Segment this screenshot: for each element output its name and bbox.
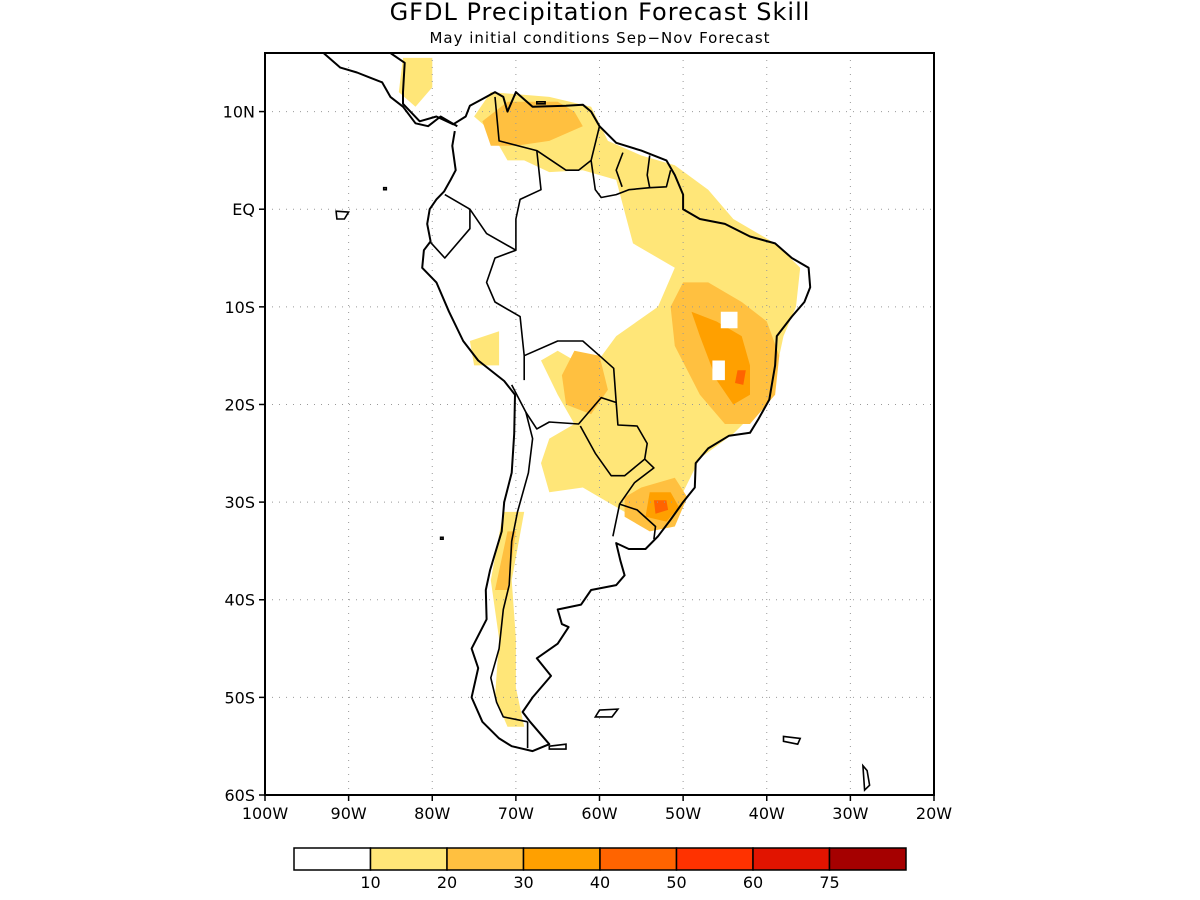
- island-5: [439, 536, 444, 540]
- lon-tick-label: 50W: [665, 804, 701, 823]
- skill-region-7: [561, 350, 608, 415]
- country-border-4: [490, 384, 534, 723]
- lat-tick-label: 40S: [224, 591, 255, 610]
- country-border-8: [612, 458, 655, 537]
- coastline: [360, 53, 812, 753]
- island-6: [548, 743, 567, 750]
- colorbar-label: 60: [743, 873, 763, 892]
- island-9: [536, 101, 546, 105]
- skill-region-14: [720, 311, 738, 329]
- skill-region-15: [712, 360, 725, 381]
- lat-tick-label: 30S: [224, 493, 255, 512]
- country-border-10: [590, 126, 672, 199]
- skill-region-12: [653, 500, 669, 514]
- lat-tick-label: EQ: [232, 200, 255, 219]
- island-2: [782, 735, 802, 746]
- coastline-central-america: [315, 53, 458, 128]
- colorbar-swatch-3: [446, 847, 525, 871]
- lon-tick-label: 60W: [581, 804, 617, 823]
- island-3: [335, 210, 350, 220]
- country-border-2: [444, 193, 517, 251]
- lat-tick-label: 10N: [223, 103, 255, 122]
- country-border-3: [430, 209, 471, 259]
- skill-region-5: [482, 101, 583, 146]
- colorbar-swatch-6: [675, 847, 754, 871]
- lon-tick-label: 40W: [749, 804, 785, 823]
- map-subtitle: May initial conditions Sep−Nov Forecast: [429, 29, 771, 47]
- colorbar-label: 50: [666, 873, 686, 892]
- country-border-9: [619, 503, 657, 540]
- colorbar-swatch-8: [828, 847, 907, 871]
- colorbar-label: 10: [360, 873, 380, 892]
- lat-tick-label: 50S: [224, 688, 255, 707]
- lon-tick-label: 20W: [916, 804, 952, 823]
- map-title: GFDL Precipitation Forecast Skill: [389, 0, 811, 26]
- country-border-12: [646, 155, 651, 188]
- skill-region-1: [474, 92, 801, 527]
- lat-tick-label: 10S: [224, 298, 255, 317]
- skill-region-2: [398, 57, 433, 107]
- colorbar-label: 75: [819, 873, 839, 892]
- skill-region-13: [735, 370, 746, 385]
- island-8: [861, 763, 871, 792]
- island-4: [382, 186, 388, 191]
- lon-tick-label: 30W: [832, 804, 868, 823]
- skill-region-3: [490, 511, 525, 727]
- colorbar-label: 30: [513, 873, 533, 892]
- colorbar-swatch-5: [599, 847, 678, 871]
- lat-tick-label: 20S: [224, 395, 255, 414]
- island-1: [593, 708, 620, 718]
- colorbar-swatch-4: [522, 847, 601, 871]
- country-border-11: [615, 152, 624, 188]
- lon-tick-label: 70W: [498, 804, 534, 823]
- lat-tick-label: 60S: [224, 786, 255, 805]
- colorbar-label: 40: [590, 873, 610, 892]
- colorbar-swatch-7: [752, 847, 831, 871]
- lon-tick-label: 90W: [331, 804, 367, 823]
- lon-tick-label: 80W: [414, 804, 450, 823]
- colorbar-swatch-1: [293, 847, 372, 871]
- colorbar-swatch-2: [369, 847, 448, 871]
- colorbar-label: 20: [437, 873, 457, 892]
- skill-region-4: [469, 331, 500, 366]
- country-border-13: [536, 149, 592, 171]
- lon-tick-label: 100W: [242, 804, 289, 823]
